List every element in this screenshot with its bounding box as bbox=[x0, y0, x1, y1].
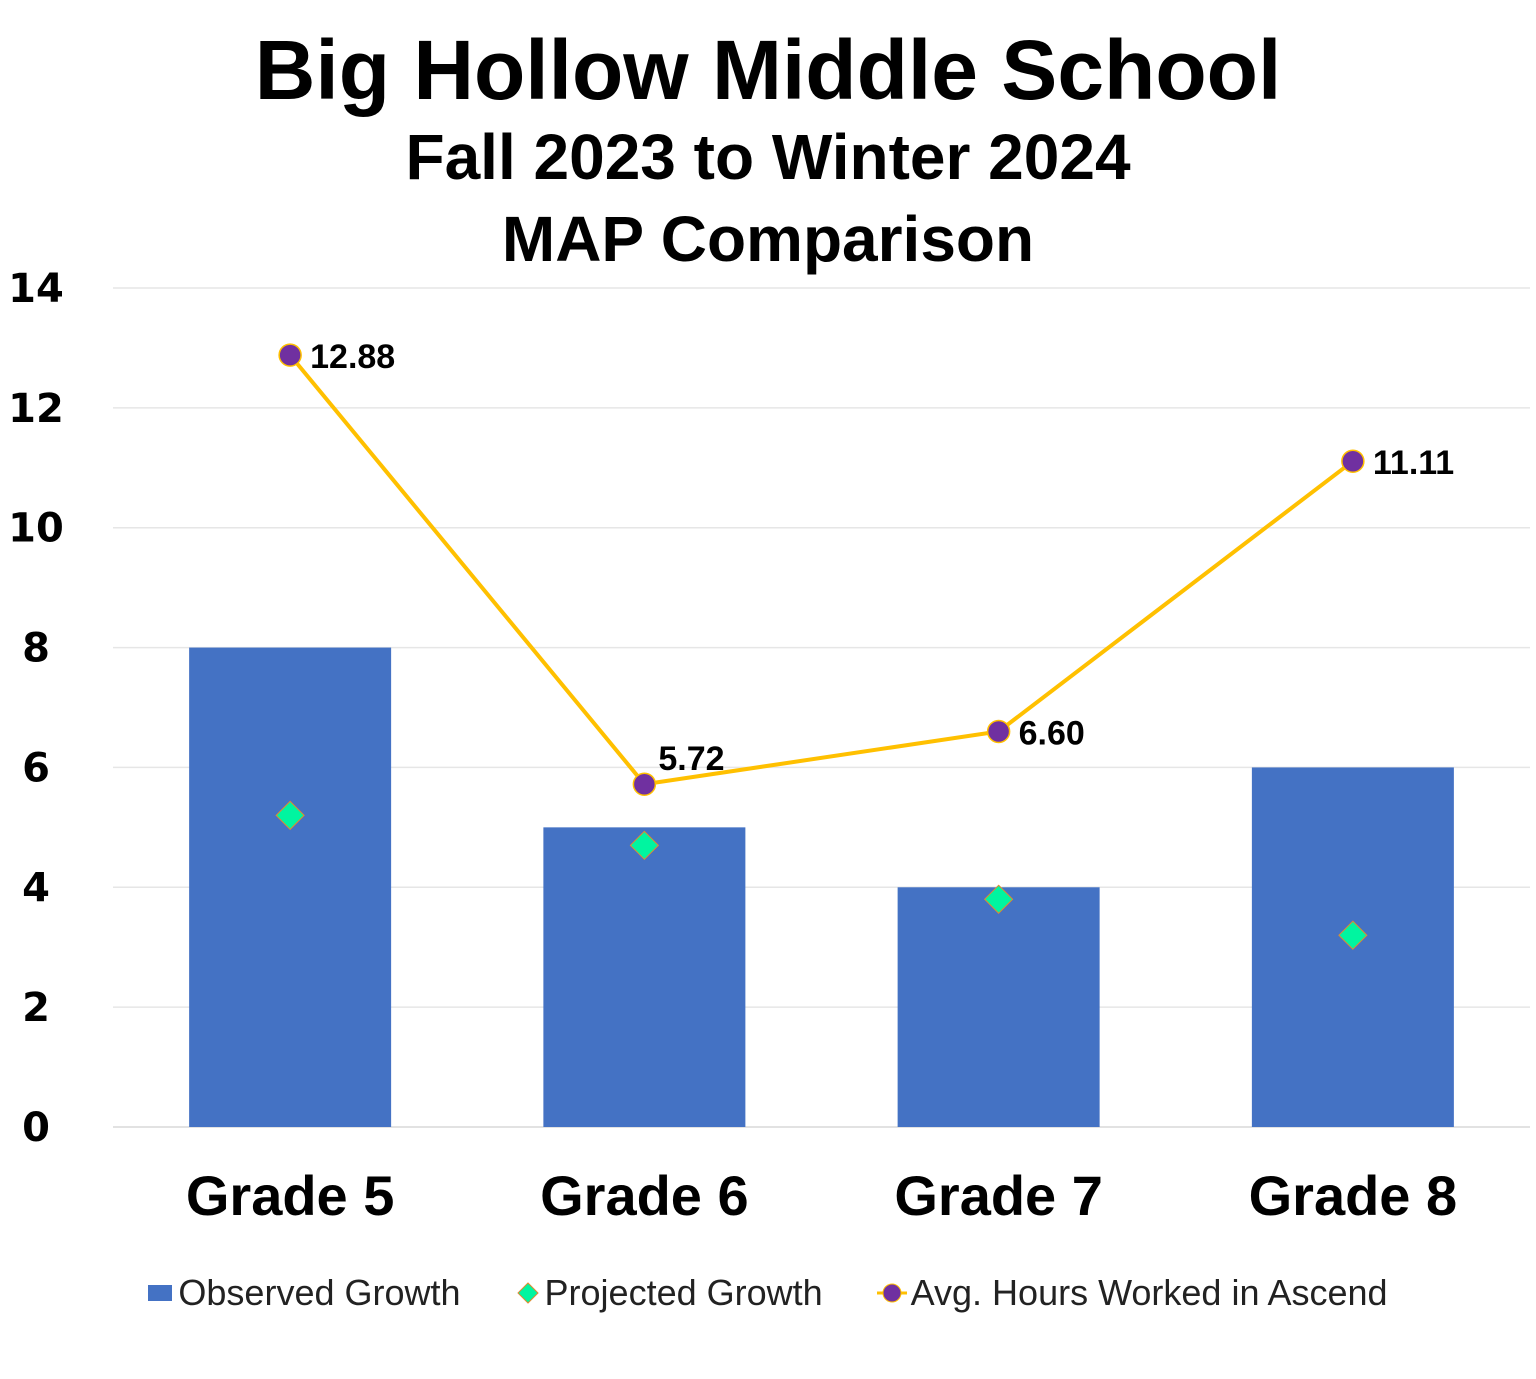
legend-item-projected: Projected Growth bbox=[515, 1272, 823, 1314]
y-tick-label: 2 bbox=[22, 985, 50, 1031]
marker-avg-hours bbox=[632, 772, 657, 796]
legend-bar-swatch bbox=[148, 1285, 173, 1301]
x-tick-label: Grade 7 bbox=[894, 1164, 1103, 1227]
marker-avg-hours bbox=[986, 719, 1011, 744]
legend-label: Avg. Hours Worked in Ascend bbox=[910, 1272, 1388, 1313]
legend-item-observed: Observed Growth bbox=[148, 1272, 461, 1314]
y-tick-label: 8 bbox=[22, 626, 50, 672]
y-tick-label: 0 bbox=[22, 1105, 50, 1151]
marker-projected-growth bbox=[983, 884, 1014, 914]
marker-projected-growth bbox=[629, 830, 660, 861]
y-tick-label: 6 bbox=[22, 745, 50, 791]
x-tick-label: Grade 6 bbox=[540, 1164, 749, 1227]
bar-observed-growth bbox=[543, 827, 746, 1127]
x-tick-label: Grade 8 bbox=[1249, 1164, 1458, 1227]
y-tick-label: 12 bbox=[8, 386, 64, 432]
data-label-avg-hours: 6.60 bbox=[1019, 714, 1085, 752]
bar-observed-growth bbox=[897, 887, 1100, 1127]
legend: Observed Growth Projected Growth Avg. Ho… bbox=[0, 1272, 1536, 1314]
chart-title: Big Hollow Middle School bbox=[254, 23, 1282, 117]
marker-avg-hours bbox=[278, 343, 302, 367]
data-label-avg-hours: 11.11 bbox=[1373, 444, 1454, 482]
line-avg-hours bbox=[288, 353, 1355, 787]
marker-projected-growth bbox=[275, 800, 305, 831]
legend-item-hours: Avg. Hours Worked in Ascend bbox=[876, 1272, 1388, 1314]
chart-subtitle-line-1: Fall 2023 to Winter 2024 bbox=[405, 121, 1131, 193]
x-tick-label: Grade 5 bbox=[186, 1164, 395, 1227]
y-tick-label: 10 bbox=[8, 506, 64, 552]
data-label-avg-hours: 5.72 bbox=[658, 740, 724, 778]
legend-diamond-swatch bbox=[516, 1282, 539, 1304]
y-tick-label: 4 bbox=[22, 865, 50, 911]
legend-line-swatch bbox=[876, 1283, 907, 1303]
data-label-avg-hours: 12.88 bbox=[310, 338, 395, 376]
marker-avg-hours bbox=[1341, 449, 1365, 473]
chart-subtitle-line-2: MAP Comparison bbox=[501, 203, 1035, 275]
legend-label: Observed Growth bbox=[178, 1272, 461, 1313]
marker-projected-growth bbox=[1338, 920, 1368, 950]
y-tick-label: 14 bbox=[8, 266, 64, 312]
bar-observed-growth bbox=[189, 647, 392, 1127]
legend-label: Projected Growth bbox=[544, 1272, 823, 1313]
